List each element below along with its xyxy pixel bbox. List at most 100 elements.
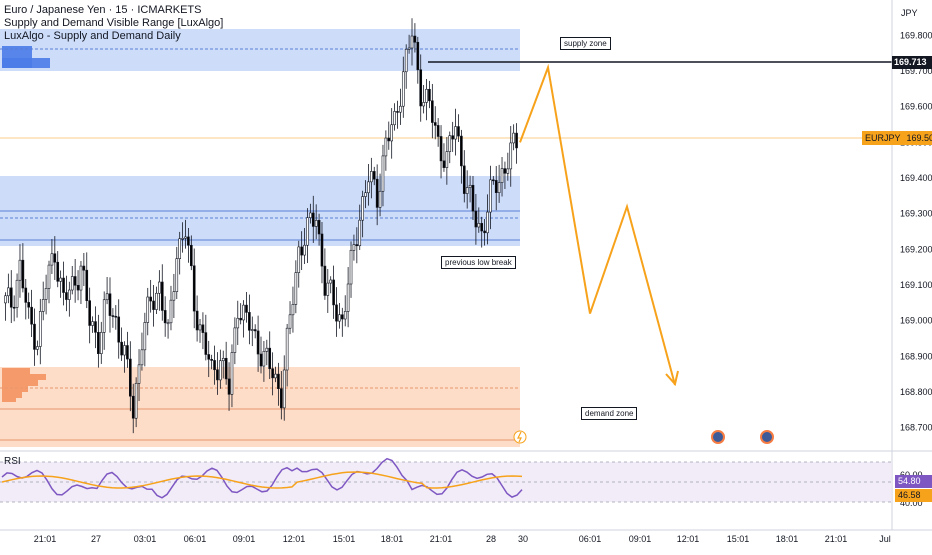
- rsi-ma-line: [1, 471, 523, 489]
- candle-body: [163, 310, 167, 324]
- price-tick-label: 169.000: [900, 316, 932, 326]
- candle-body: [340, 314, 344, 320]
- time-tick-label: 09:01: [233, 534, 256, 544]
- candle-body: [326, 282, 330, 296]
- supply-zone-annotation[interactable]: supply zone: [560, 37, 611, 50]
- candle-body: [314, 220, 318, 227]
- demand-volume-profile: [2, 368, 46, 402]
- candle-body: [187, 236, 190, 246]
- candle-body: [9, 287, 13, 308]
- candle-body: [329, 279, 333, 284]
- candle-body: [137, 364, 141, 384]
- candle-body: [73, 276, 77, 286]
- candle-body: [216, 369, 219, 381]
- candle-body: [355, 244, 359, 247]
- candle-body: [491, 179, 495, 182]
- candle-body: [309, 212, 312, 218]
- candle-body: [140, 349, 144, 366]
- time-axis[interactable]: 21:01 27 03:01 06:01 09:01 12:01 15:01 18:01 21:…: [34, 534, 891, 544]
- candle-body: [97, 332, 100, 354]
- economic-event-icon-2[interactable]: [760, 430, 774, 444]
- candle-body: [41, 299, 45, 312]
- chart-title[interactable]: Euro / Japanese Yen · 15 · ICMARKETS: [4, 4, 202, 16]
- candle-body: [462, 165, 466, 194]
- candle-body: [422, 102, 425, 107]
- candle-body: [134, 383, 138, 419]
- candle-body: [378, 190, 382, 208]
- time-tick-label: 06:01: [579, 534, 602, 544]
- lightning-event-icon[interactable]: [513, 430, 527, 444]
- candle-body: [509, 142, 513, 170]
- economic-event-icon-1[interactable]: [711, 430, 725, 444]
- candle-body: [425, 88, 428, 103]
- time-tick-label: 15:01: [727, 534, 750, 544]
- price-tick-label: 168.700: [900, 423, 932, 433]
- demand-zone-annotation[interactable]: demand zone: [581, 407, 638, 420]
- symbol-tag-price: 169.501: [906, 133, 932, 143]
- candle-body: [250, 329, 254, 331]
- price-tick-label: 169.400: [900, 173, 932, 183]
- candle-body: [465, 187, 469, 194]
- candle-body: [489, 179, 492, 213]
- time-tick-label: 06:01: [184, 534, 207, 544]
- candle-body: [294, 272, 298, 305]
- time-tick-label: 12:01: [283, 534, 306, 544]
- candle-body: [486, 211, 489, 234]
- candle-body: [396, 111, 399, 113]
- candle-body: [169, 299, 173, 324]
- candle-body: [419, 69, 423, 107]
- candle-body: [477, 223, 481, 228]
- candle-body: [195, 310, 199, 331]
- candle-body: [245, 304, 248, 313]
- candle-body: [407, 47, 411, 50]
- candle-body: [131, 395, 135, 419]
- candle-body: [24, 287, 28, 303]
- candle-body: [120, 341, 123, 356]
- candle-body: [248, 312, 251, 331]
- candle-body: [300, 246, 303, 256]
- previous-low-break-annotation[interactable]: previous low break: [441, 256, 516, 269]
- candle-body: [184, 236, 187, 239]
- candle-body: [431, 100, 434, 123]
- candle-body: [416, 41, 420, 71]
- price-tick-label: 169.700: [900, 66, 932, 76]
- rsi-label[interactable]: RSI: [4, 456, 21, 467]
- candle-body: [433, 122, 437, 126]
- candle-body: [224, 357, 228, 380]
- demand-zone: [0, 367, 520, 447]
- candle-body: [303, 244, 306, 256]
- candle-body: [88, 300, 91, 326]
- candle-body: [44, 288, 48, 300]
- candle-body: [445, 151, 449, 168]
- candle-body: [50, 253, 54, 266]
- candle-body: [497, 182, 501, 193]
- rsi-line: [1, 457, 523, 499]
- candle-body: [207, 354, 211, 360]
- candle-body: [291, 304, 295, 316]
- candle-body: [271, 368, 274, 379]
- candle-body: [27, 302, 31, 308]
- indicator-daily[interactable]: LuxAlgo - Supply and Demand Daily: [4, 30, 181, 42]
- candle-body: [111, 315, 115, 317]
- candle-body: [297, 246, 301, 273]
- candle-body: [442, 160, 446, 168]
- candle-body: [311, 212, 315, 227]
- candle-body: [335, 304, 338, 322]
- symbol-tag-name: EURJPY: [865, 133, 901, 143]
- time-tick-label: 21:01: [34, 534, 57, 544]
- time-tick-label: 12:01: [677, 534, 700, 544]
- candle-body: [158, 281, 161, 294]
- candle-body: [192, 265, 196, 312]
- indicator-visible-range[interactable]: Supply and Demand Visible Range [LuxAlgo…: [4, 17, 224, 29]
- price-axis[interactable]: 169.800169.700169.600169.500169.400169.3…: [900, 30, 932, 432]
- candle-body: [410, 35, 414, 49]
- candle-body: [143, 322, 147, 351]
- candle-body: [18, 259, 22, 281]
- projection-path: [519, 63, 676, 386]
- candle-body: [436, 125, 440, 137]
- candle-body: [474, 210, 478, 228]
- candle-body: [370, 171, 373, 183]
- candle-body: [4, 295, 7, 304]
